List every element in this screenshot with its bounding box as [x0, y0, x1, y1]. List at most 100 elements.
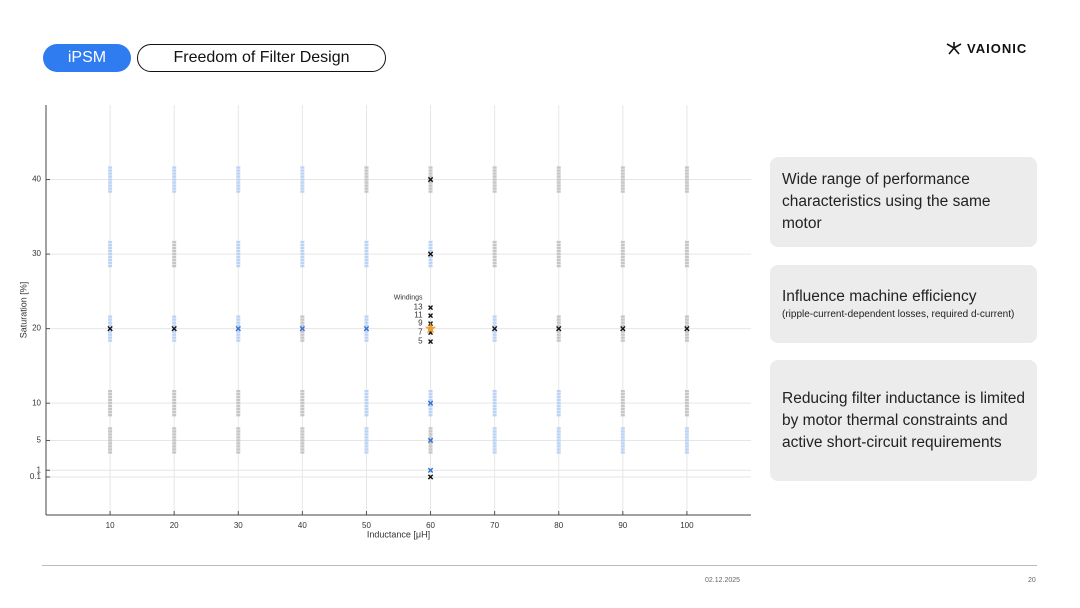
variant-square: [620, 439, 625, 442]
variant-square: [556, 187, 561, 190]
tag: iPSM: [43, 44, 131, 72]
variant-square: [556, 252, 561, 256]
variant-stack: [684, 427, 689, 454]
variant-square: [108, 333, 113, 336]
variant-square: [108, 433, 113, 436]
variant-square: [364, 318, 369, 321]
variant-square: [172, 427, 177, 430]
variant-square: [108, 169, 113, 172]
variant-square: [300, 175, 305, 178]
logo: VAIONIC: [945, 40, 1027, 56]
variant-stack: [172, 389, 177, 417]
variant-square: [428, 255, 433, 259]
variant-square: [428, 172, 433, 175]
variant-stack: [620, 166, 625, 193]
variant-square: [684, 252, 689, 256]
variant-square: [108, 330, 113, 333]
variant-square: [172, 401, 177, 405]
variant-square: [300, 321, 305, 324]
y-tick-label: 0.1: [30, 472, 42, 481]
variant-square: [492, 401, 497, 405]
variant-square: [108, 243, 113, 247]
variant-square: [108, 404, 113, 408]
variant-square: [108, 172, 113, 175]
marker: [427, 437, 434, 444]
x-tick-label: 80: [554, 521, 563, 530]
variant-stack: [492, 166, 497, 193]
variant-square: [620, 445, 625, 448]
variant-square: [684, 401, 689, 405]
variant-square: [492, 392, 497, 396]
variant-square: [556, 321, 561, 324]
variant-square: [492, 321, 497, 324]
box-note: (ripple-current-dependent losses, requir…: [782, 309, 1015, 320]
variant-square: [684, 178, 689, 181]
variant-square: [108, 451, 113, 454]
variant-square: [300, 407, 305, 411]
variant-square: [684, 172, 689, 175]
variant-square: [236, 261, 241, 265]
variant-square: [108, 445, 113, 448]
variant-square: [428, 410, 433, 414]
variant-square: [492, 339, 497, 342]
variant-square: [428, 451, 433, 454]
variant-stack: [684, 166, 689, 193]
variant-square: [684, 255, 689, 259]
marker: [235, 325, 241, 332]
variant-square: [236, 187, 241, 190]
variant-square: [236, 448, 241, 451]
variant-square: [620, 318, 625, 321]
variant-square: [364, 398, 369, 402]
info-box: Wide range of performance characteristic…: [770, 157, 1037, 247]
variant-square: [620, 407, 625, 411]
variant-square: [556, 258, 561, 262]
variant-square: [620, 339, 625, 342]
variant-square: [364, 445, 369, 448]
variant-square: [620, 410, 625, 414]
variant-square: [620, 333, 625, 336]
variant-square: [172, 187, 177, 190]
variant-square: [428, 258, 433, 262]
variant-square: [620, 321, 625, 324]
variant-square: [620, 246, 625, 250]
variant-square: [300, 398, 305, 402]
variant-square: [684, 389, 689, 393]
variant-square: [364, 243, 369, 247]
variant-square: [620, 430, 625, 433]
variant-square: [236, 445, 241, 448]
variant-square: [620, 175, 625, 178]
variant-square: [300, 404, 305, 408]
y-tick-label: 30: [32, 249, 41, 258]
variant-square: [108, 442, 113, 445]
variant-square: [492, 427, 497, 430]
variant-square: [428, 264, 433, 268]
variant-square: [172, 333, 177, 336]
variant-square: [300, 252, 305, 256]
variant-square: [556, 246, 561, 250]
variant-square: [172, 175, 177, 178]
variant-square: [364, 184, 369, 187]
variant-square: [684, 190, 689, 193]
variant-square: [364, 249, 369, 253]
variant-square: [492, 324, 497, 327]
annotation-label: 13: [414, 303, 423, 312]
variant-square: [620, 392, 625, 396]
variant-square: [172, 181, 177, 184]
variant-square: [364, 436, 369, 439]
variant-square: [492, 184, 497, 187]
variant-square: [108, 324, 113, 327]
variant-square: [556, 401, 561, 405]
variant-square: [620, 258, 625, 262]
variant-square: [684, 324, 689, 327]
variant-square: [364, 190, 369, 193]
variant-square: [172, 336, 177, 339]
variant-stack: [556, 240, 561, 268]
variant-square: [108, 240, 113, 244]
variant-square: [236, 339, 241, 342]
variant-square: [428, 445, 433, 448]
variant-stack: [556, 427, 561, 454]
variant-stack: [364, 240, 369, 268]
variant-square: [556, 249, 561, 253]
variant-stack: [236, 389, 241, 417]
y-axis-label: Saturation [%]: [18, 282, 28, 339]
